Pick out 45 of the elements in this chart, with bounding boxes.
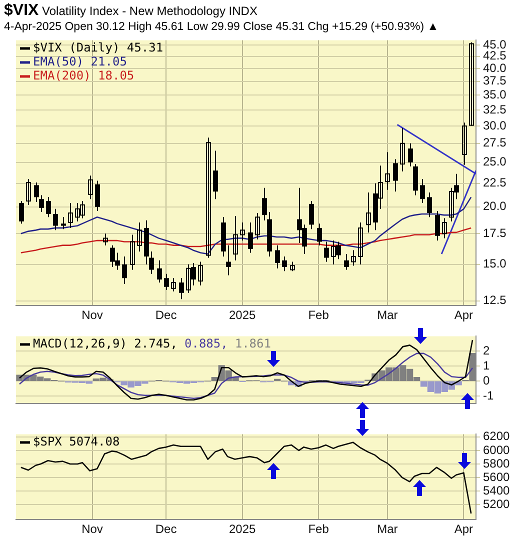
y-tick-label: -1 xyxy=(483,388,494,402)
y-tick-label: 0 xyxy=(483,373,490,388)
legend-label: EMA(50) 21.05 xyxy=(33,54,127,68)
chart-title: $VIX Volatility Index - New Methodology INDX xyxy=(4,2,258,20)
chart-subtitle: 4-Apr-2025 Open 30.12 High 45.61 Low 29.99 Close 45.31 Chg +15.29 (+50.93%) ▲ xyxy=(4,21,439,33)
x-tick-label: Feb xyxy=(308,522,330,536)
y-tick-label: 6200 xyxy=(483,429,510,444)
y-tick-label: 12.5 xyxy=(483,293,507,308)
legend-label: MACD(12,26,9) 2.745, xyxy=(33,336,178,350)
y-tick-label: 5400 xyxy=(483,483,510,498)
legend-label: $VIX (Daily) 45.31 xyxy=(33,40,164,54)
y-tick-label: 17.5 xyxy=(483,226,507,240)
x-tick-label: Nov xyxy=(82,522,103,536)
y-tick-label: 25.0 xyxy=(483,154,507,169)
y-tick-label: 6000 xyxy=(483,442,510,457)
x-tick-label: Dec xyxy=(155,308,177,322)
legend-label: $SPX 5074.08 xyxy=(33,434,120,448)
y-tick-label: 30.0 xyxy=(483,118,507,132)
y-tick-label: 2 xyxy=(483,343,490,358)
legend-label: EMA(200) 18.05 xyxy=(33,68,134,82)
y-tick-label: 45.0 xyxy=(483,37,507,52)
y-tick-label: 42.5 xyxy=(483,48,507,63)
text: 0.885, xyxy=(184,336,228,350)
y-tick-label: 20.0 xyxy=(483,199,507,214)
y-tick-label: 5800 xyxy=(483,456,510,470)
x-tick-label: Nov xyxy=(82,308,103,322)
y-tick-label: 40.0 xyxy=(483,60,507,75)
y-tick-label: 35.0 xyxy=(483,88,507,102)
y-tick-label: 22.5 xyxy=(483,176,507,190)
y-tick-label: 5200 xyxy=(483,497,510,511)
x-tick-label: Feb xyxy=(308,308,330,322)
y-tick-label: 15.0 xyxy=(483,256,507,271)
x-tick-label: Mar xyxy=(377,308,398,322)
y-tick-label: 27.5 xyxy=(483,136,507,150)
y-tick-label: 32.5 xyxy=(483,102,507,116)
x-tick-label: 2025 xyxy=(228,308,256,322)
x-tick-label: Apr xyxy=(454,522,474,536)
x-tick-label: Apr xyxy=(454,308,474,322)
y-tick-label: 37.5 xyxy=(483,74,507,88)
y-tick-label: 5600 xyxy=(483,470,510,484)
x-tick-label: Dec xyxy=(155,522,177,536)
x-tick-label: Mar xyxy=(377,522,398,536)
x-tick-label: 2025 xyxy=(228,522,256,536)
series-label: 1.861 xyxy=(234,336,271,350)
y-tick-label: 1 xyxy=(483,358,490,372)
